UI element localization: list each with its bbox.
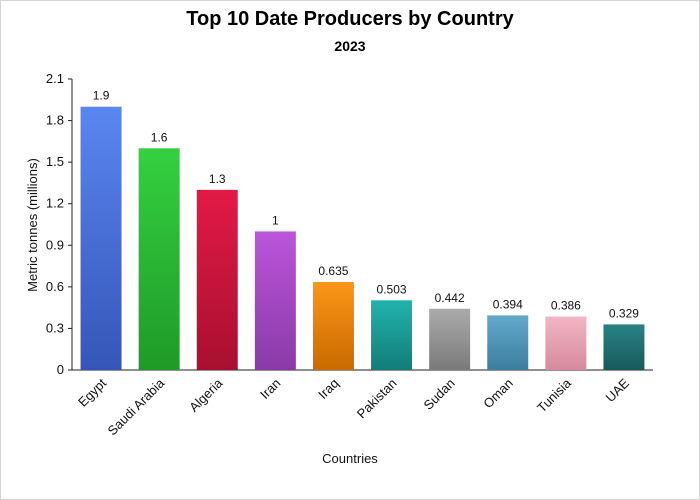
data-label: 0.503 xyxy=(377,282,407,296)
bars: 1.9 1.6 1.3 1 0.635 0.503 0.442 0.394 0.386 0.329 xyxy=(80,89,645,370)
x-tick-label: Pakistan xyxy=(354,376,400,422)
x-tick-label: Egypt xyxy=(75,375,109,409)
x-tick-label: Iraq xyxy=(315,376,341,402)
y-tick-label: 0 xyxy=(57,362,64,377)
data-label: 1 xyxy=(272,213,279,227)
y-tick-label: 1.8 xyxy=(46,113,64,128)
data-label: 1.6 xyxy=(151,130,168,144)
x-tick-label: Saudi Arabia xyxy=(105,375,168,438)
x-axis-label: Countries xyxy=(322,451,378,466)
data-label: 1.3 xyxy=(209,172,226,186)
data-label: 0.386 xyxy=(551,299,581,313)
data-label: 0.635 xyxy=(318,264,348,278)
bar-iraq xyxy=(312,282,354,370)
bar-algeria xyxy=(196,189,238,370)
y-tick-label: 1.2 xyxy=(46,196,64,211)
bar-pakistan xyxy=(371,300,413,370)
y-tick-label: 2.1 xyxy=(46,71,64,86)
bar-uae xyxy=(603,324,645,370)
data-label: 0.329 xyxy=(609,306,639,320)
y-ticks: 0 0.3 0.6 0.9 1.2 1.5 1.8 2.1 xyxy=(46,71,72,377)
bar-iran xyxy=(254,231,296,370)
y-axis-label: Metric tonnes (millions) xyxy=(25,158,40,292)
x-tick-label: Sudan xyxy=(421,376,458,413)
x-tick-label: Iran xyxy=(257,376,283,402)
y-tick-label: 0.9 xyxy=(46,237,64,252)
x-tick-label: Oman xyxy=(480,376,516,412)
bar-egypt xyxy=(80,106,122,370)
data-label: 0.394 xyxy=(493,297,523,311)
chart-title: Top 10 Date Producers by Country xyxy=(186,8,514,30)
x-tick-label: Algeria xyxy=(186,375,226,415)
bar-saudi-arabia xyxy=(138,148,180,370)
y-tick-label: 1.5 xyxy=(46,154,64,169)
y-tick-label: 0.3 xyxy=(46,320,64,335)
data-label: 0.442 xyxy=(435,291,465,305)
bar-oman xyxy=(487,315,529,370)
bar-tunisia xyxy=(545,316,587,370)
chart-subtitle: 2023 xyxy=(334,38,365,54)
x-tick-label: UAE xyxy=(603,375,633,405)
bar-sudan xyxy=(429,308,471,370)
x-tick-label: Tunisia xyxy=(534,375,574,415)
y-tick-label: 0.6 xyxy=(46,279,64,294)
data-label: 1.9 xyxy=(93,89,110,103)
